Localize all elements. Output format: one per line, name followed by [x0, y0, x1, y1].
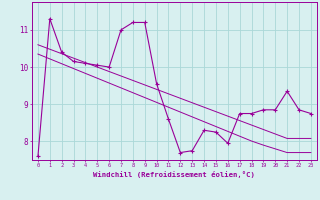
X-axis label: Windchill (Refroidissement éolien,°C): Windchill (Refroidissement éolien,°C): [93, 171, 255, 178]
